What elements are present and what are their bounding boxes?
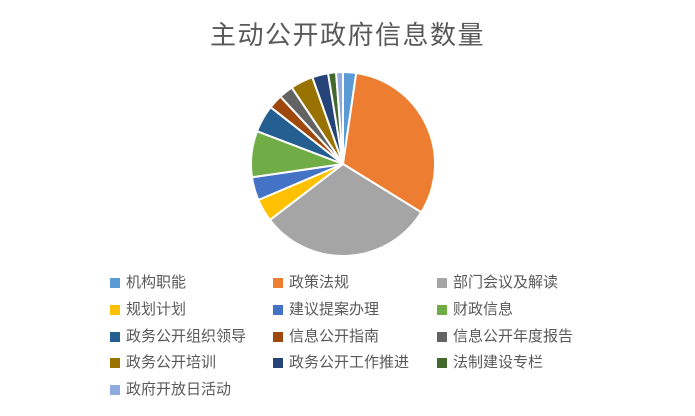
legend-item: 政务公开组织领导 [110,327,246,347]
legend-swatch [110,331,120,342]
pie-slice [335,70,344,165]
legend-swatch [110,358,120,369]
legend-label: 政务公开培训 [126,355,217,372]
legend-swatch [110,304,120,315]
legend-item: 信息公开年度报告 [437,327,573,347]
legend-item: 机构职能 [110,273,186,293]
legend-swatch [273,358,283,369]
legend-item: 政策法规 [273,273,349,293]
legend-item: 财政信息 [437,300,513,320]
legend-swatch [273,304,283,315]
legend-item: 法制建设专栏 [437,353,543,373]
chart-title: 主动公开政府信息数量 [209,21,485,50]
legend-swatch [437,331,447,342]
legend-label: 机构职能 [126,275,187,291]
legend-item: 部门会议及解读 [437,273,558,293]
pie-slice [268,163,423,257]
legend-label: 规划计划 [126,301,187,318]
legend-label: 政策法规 [289,275,350,291]
legend-item: 建议提案办理 [273,300,379,320]
pie-chart [250,70,436,257]
legend-swatch [437,304,447,315]
legend-swatch [437,278,447,288]
legend-item: 政务公开培训 [110,353,216,373]
legend-label: 信息公开指南 [289,328,380,345]
legend-item: 政府开放日活动 [110,380,231,400]
legend-label: 财政信息 [453,301,514,318]
legend-item: 政务公开工作推进 [273,353,409,373]
legend-item: 规划计划 [110,300,186,320]
legend-label: 政府开放日活动 [126,382,232,399]
legend-swatch [437,358,447,369]
legend-swatch [273,331,283,342]
legend-label: 法制建设专栏 [453,355,544,372]
legend-label: 政务公开工作推进 [289,355,410,372]
legend-label: 政务公开组织领导 [126,328,247,345]
legend-swatch [110,278,120,288]
legend-item: 信息公开指南 [273,327,379,347]
legend-label: 部门会议及解读 [453,275,559,291]
legend-label: 建议提案办理 [289,301,380,318]
legend-label: 信息公开年度报告 [453,328,574,345]
legend-swatch [273,278,283,288]
legend-swatch [110,385,120,396]
